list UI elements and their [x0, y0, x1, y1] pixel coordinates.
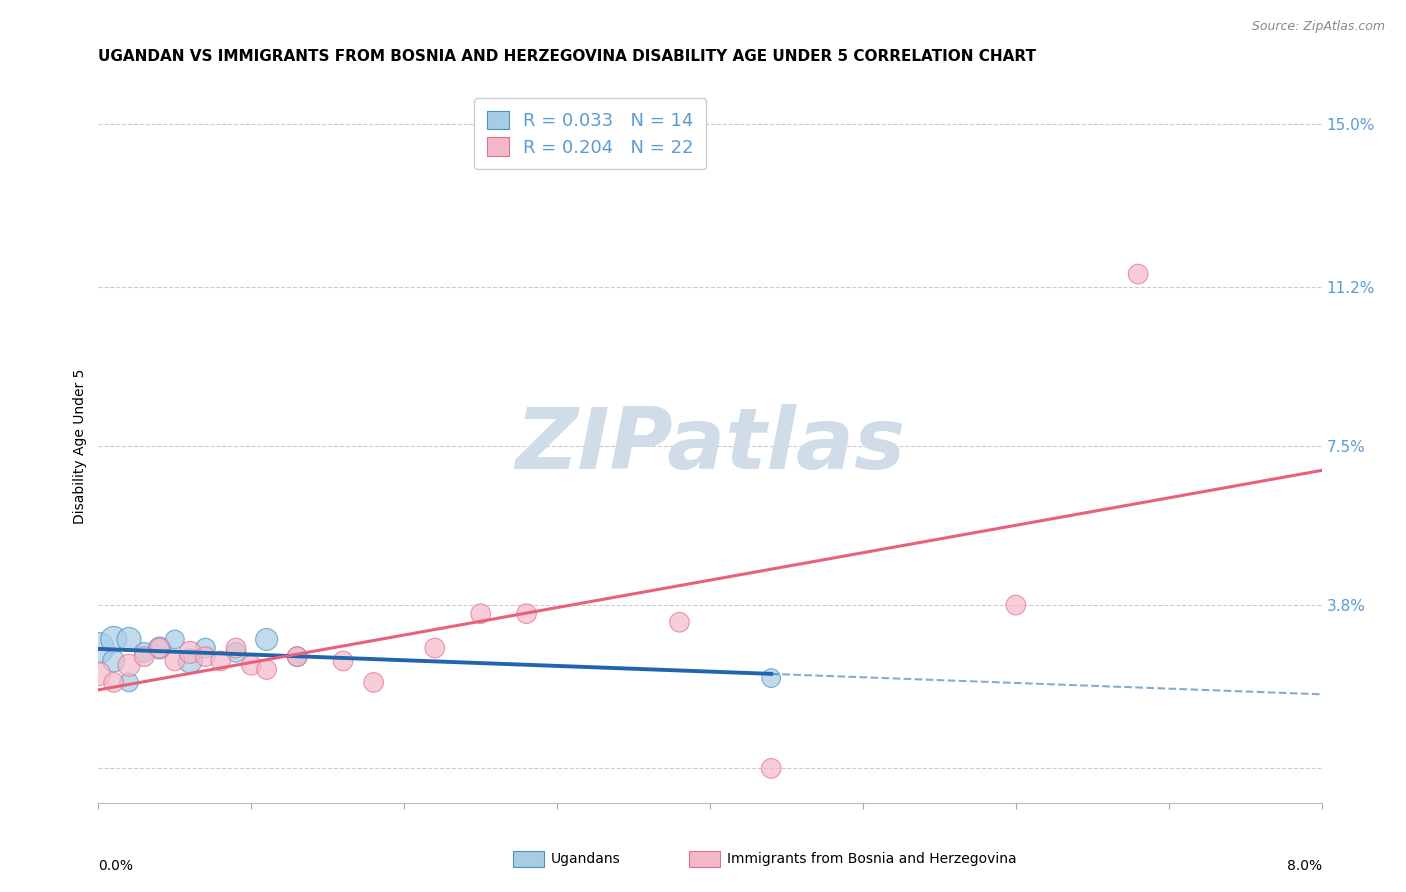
Text: Source: ZipAtlas.com: Source: ZipAtlas.com [1251, 20, 1385, 33]
Point [332, 654, 354, 668]
Point [1128, 267, 1150, 281]
Point [134, 645, 156, 659]
Point [363, 675, 385, 690]
Point [103, 654, 125, 668]
Point [240, 658, 263, 673]
Point [668, 615, 690, 630]
Point [225, 645, 247, 659]
Point [87, 666, 110, 681]
Text: Ugandans: Ugandans [551, 852, 621, 866]
Point [163, 632, 186, 647]
Point [256, 663, 278, 677]
Point [118, 632, 141, 647]
Text: UGANDAN VS IMMIGRANTS FROM BOSNIA AND HERZEGOVINA DISABILITY AGE UNDER 5 CORRELA: UGANDAN VS IMMIGRANTS FROM BOSNIA AND HE… [98, 49, 1036, 64]
Point [118, 675, 141, 690]
Point [759, 761, 782, 775]
Text: 8.0%: 8.0% [1286, 859, 1322, 872]
Point [87, 641, 110, 656]
Point [470, 607, 492, 621]
Point [516, 607, 538, 621]
Point [209, 654, 232, 668]
Point [1004, 598, 1026, 612]
Point [285, 649, 308, 664]
Text: Immigrants from Bosnia and Herzegovina: Immigrants from Bosnia and Herzegovina [727, 852, 1017, 866]
Point [759, 671, 782, 685]
Point [118, 658, 141, 673]
Point [103, 632, 125, 647]
Text: 0.0%: 0.0% [98, 859, 134, 872]
Point [134, 649, 156, 664]
Point [103, 675, 125, 690]
Point [179, 654, 201, 668]
Point [163, 654, 186, 668]
Point [194, 641, 217, 656]
Legend: R = 0.033   N = 14, R = 0.204   N = 22: R = 0.033 N = 14, R = 0.204 N = 22 [474, 98, 706, 169]
Text: ZIPatlas: ZIPatlas [515, 404, 905, 488]
Point [149, 641, 172, 656]
Point [256, 632, 278, 647]
Point [285, 649, 308, 664]
Point [225, 641, 247, 656]
Point [423, 641, 446, 656]
Y-axis label: Disability Age Under 5: Disability Age Under 5 [73, 368, 87, 524]
Point [179, 645, 201, 659]
Point [194, 649, 217, 664]
Point [149, 641, 172, 656]
